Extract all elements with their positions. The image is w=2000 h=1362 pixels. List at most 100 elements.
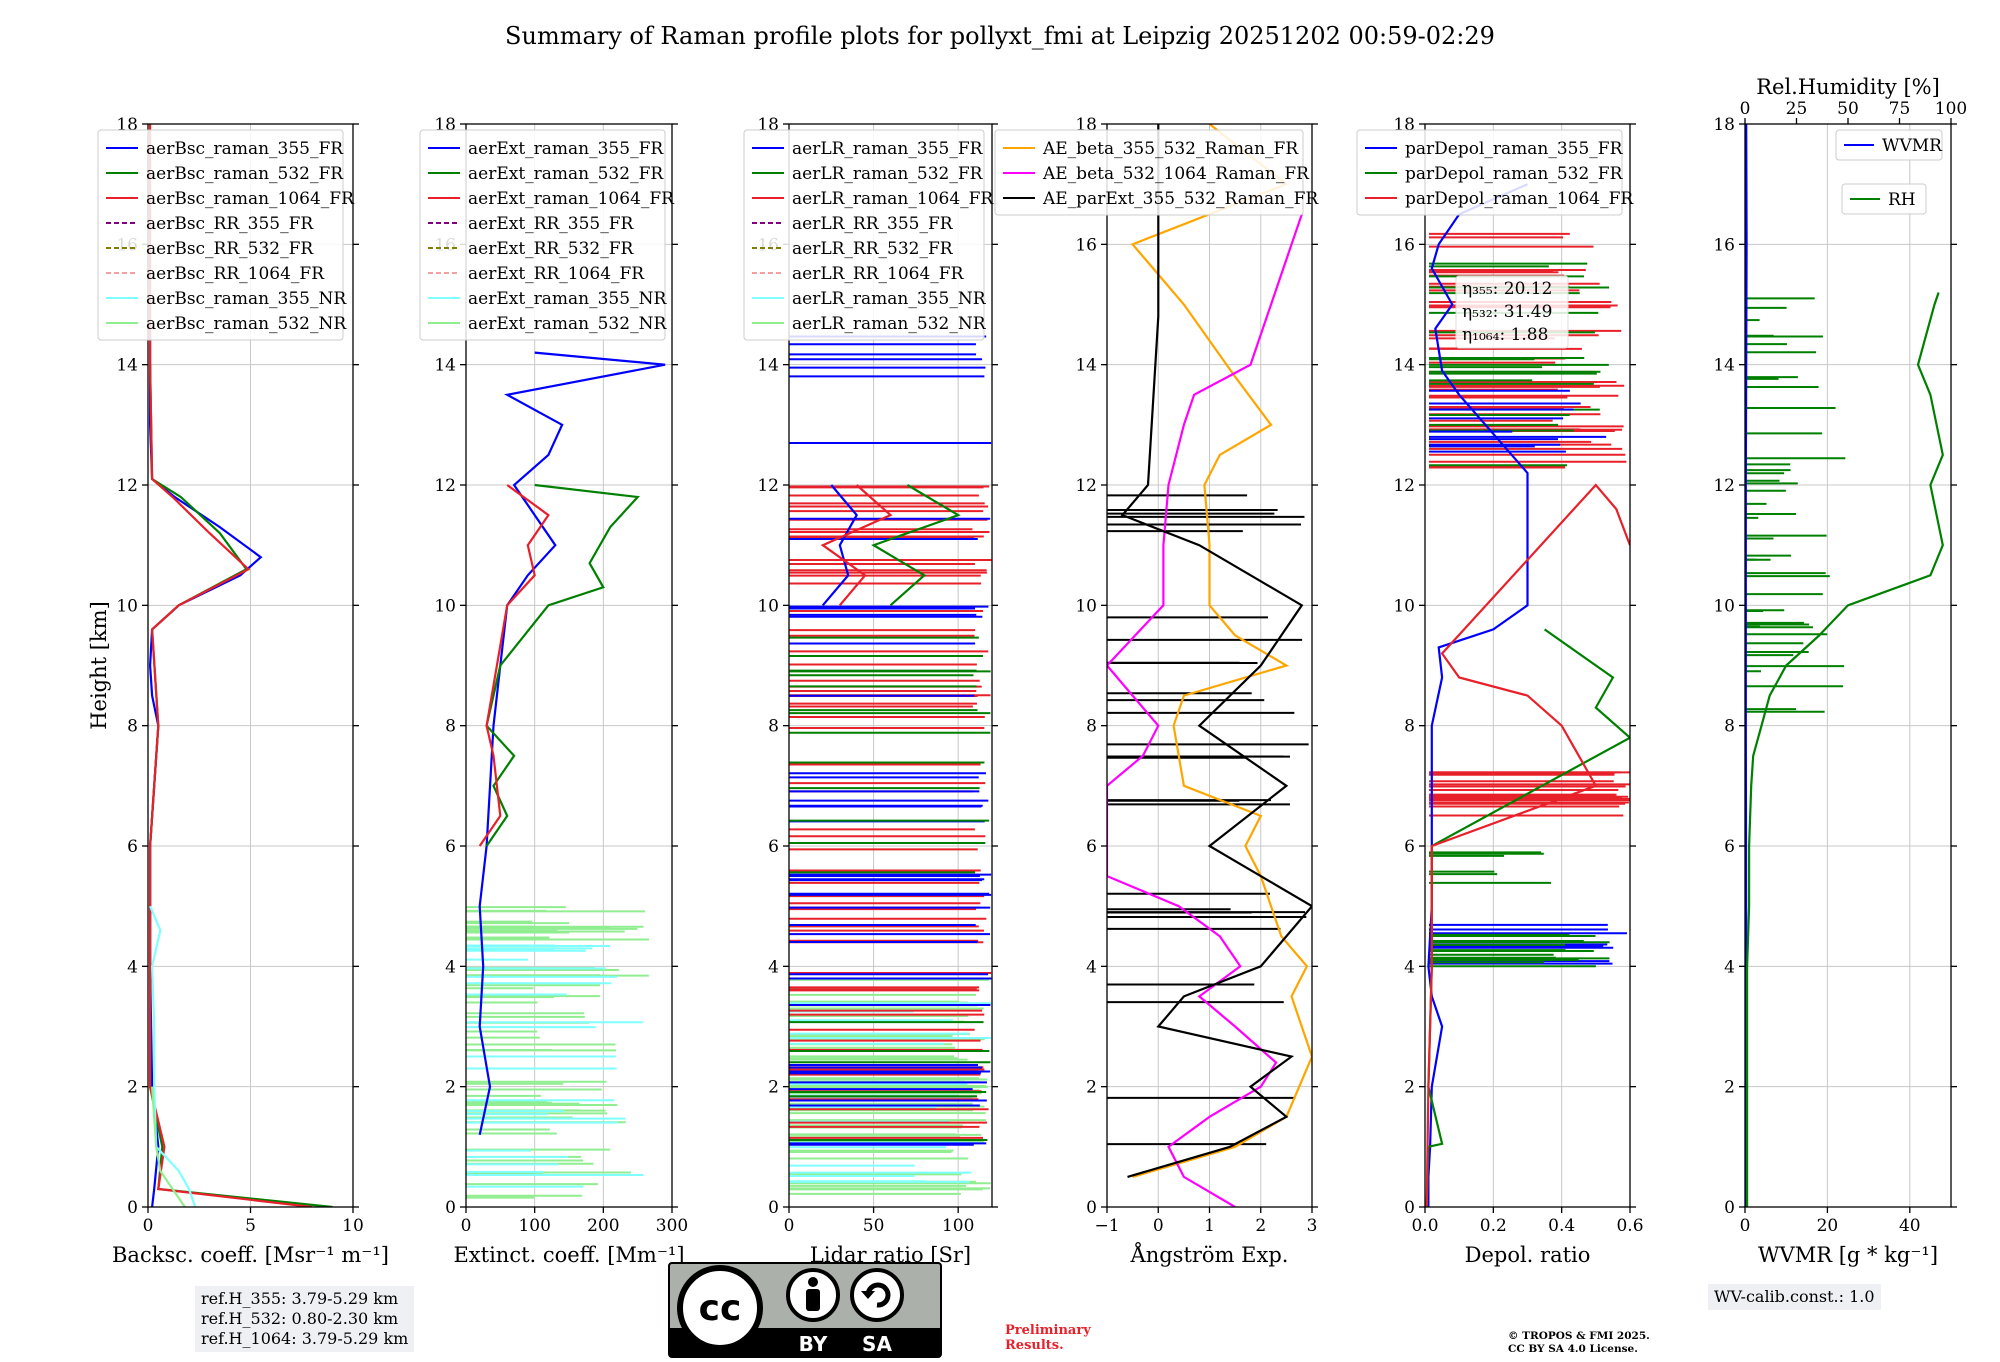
ytick-label: 2 [1724,1078,1735,1098]
series-parDepol_raman_1064_FR [1425,483,1630,1207]
xlabel-extinction: Extinct. coeff. [Mm⁻¹] [453,1243,684,1267]
ytick-label: 4 [768,957,779,977]
series-lidar_ratio [820,484,961,607]
ytick-label: 14 [434,356,456,376]
xtick-label: 3 [1307,1216,1318,1236]
by-label: BY [799,1332,828,1356]
legend-entry: aerExt_RR_355_FR [468,214,634,234]
ytick-label: 4 [127,957,138,977]
ytick-label: 2 [127,1078,138,1098]
legend-entry: WVMR [1882,136,1943,156]
legend-entry: aerBsc_raman_355_FR [146,139,344,159]
legend-entry: aerBsc_RR_1064_FR [146,264,325,284]
ref-h-532: ref.H_532: 0.80-2.30 km [201,1309,399,1328]
xtick-label: 0 [1153,1216,1164,1236]
series-aerBsc_raman_532_NR [151,1086,186,1207]
axes-frame-depol [1424,123,1631,1208]
legend-entry: aerBsc_raman_355_NR [146,289,347,309]
ytick-label: 2 [1404,1078,1415,1098]
series-aerBsc_raman_355_NR [149,905,197,1207]
legend-entry: aerBsc_raman_532_FR [146,164,344,184]
ref-h-355: ref.H_355: 3.79-5.29 km [201,1289,399,1308]
series-AE_beta_355_532_Raman_FR [1130,124,1312,1178]
xtick-label: 100 [518,1216,550,1236]
legend-entry: aerLR_raman_355_FR [792,139,984,159]
ytick-label: 10 [116,596,138,616]
xtick-label: 100 [942,1216,974,1236]
xtick-top-label: 25 [1786,99,1808,119]
figure-title: Summary of Raman profile plots for polly… [505,22,1495,50]
ref-h-1064: ref.H_1064: 3.79-5.29 km [201,1329,409,1348]
legend-entry: parDepol_raman_532_FR [1405,164,1624,184]
xtick-label: 0.6 [1616,1216,1643,1236]
legend-lidar_ratio: aerLR_raman_355_FR aerLR_raman_532_FR aerL… [743,129,994,341]
xtick-label: 40 [1899,1216,1921,1236]
ytick-label: 16 [1713,235,1735,255]
ytick-label: 8 [1086,717,1097,737]
legend-entry: aerLR_RR_532_FR [792,239,954,259]
preliminary-note: Preliminary Results. [1005,1323,1091,1353]
legend-entry: AE_parExt_355_532_Raman_FR [1042,189,1319,209]
legend-entry: aerBsc_RR_355_FR [146,214,314,234]
ytick-label: 18 [1713,115,1735,135]
series-AE_parExt_355_532_Raman_FR [1120,124,1312,1178]
ytick-label: 12 [1075,476,1097,496]
ytick-label: 4 [1086,957,1097,977]
noise-lidar_ratio [789,335,992,1195]
legend-extinction: aerExt_raman_355_FR aerExt_raman_532_FRae… [419,129,675,341]
ytick-label: 6 [1404,837,1415,857]
legend-depol: parDepol_raman_355_FR parDepol_raman_532_… [1356,129,1634,216]
series-aerLR_raman_355_FR [821,484,859,607]
ytick-label: 6 [1724,837,1735,857]
axes-frame-lidar_ratio [788,123,993,1208]
ytick-label: 14 [1713,356,1735,376]
xtick-label: 5 [245,1216,256,1236]
legend-backscatter: aerBsc_raman_355_FR aerBsc_raman_532_FRae… [97,129,355,341]
sa-icon [850,1268,904,1322]
series-backscatter [148,124,333,1207]
ytick-label: 8 [127,717,138,737]
cc-license-badge: cc BY SA [668,1262,942,1358]
ytick-label: 0 [1404,1198,1415,1218]
sa-label: SA [862,1332,892,1356]
legend-entry: aerLR_RR_355_FR [792,214,954,234]
ytick-label: 2 [768,1078,779,1098]
ytick-label: 12 [434,476,456,496]
ytick-label: 16 [1393,235,1415,255]
series-aerExt_raman_1064_FR [478,484,550,847]
series-aerBsc_raman_1064_FR [149,124,313,1207]
xlabel-backscatter: Backsc. coeff. [Msr⁻¹ m⁻¹] [112,1243,389,1267]
wv-calib-box: WV-calib.const.: 1.0 [1708,1284,1881,1310]
xlabel-wvmr: WVMR [g * kg⁻¹] [1758,1243,1938,1267]
ytick-label: 12 [116,476,138,496]
ytick-label: 10 [757,596,779,616]
xtick-top-label: 75 [1889,99,1911,119]
ytick-label: 14 [116,356,138,376]
xtick-label: 20 [1817,1216,1839,1236]
legend-entry: aerBsc_raman_1064_FR [146,189,355,209]
ytick-label: 6 [445,837,456,857]
xtick-label: 2 [1255,1216,1266,1236]
ytick-label: 8 [768,717,779,737]
panel-lidar_ratio: 024681012141618050100Lidar ratio [Sr]aer… [743,115,998,1267]
panel-backscatter: 0246810121416180510Backsc. coeff. [Msr⁻¹… [87,115,389,1267]
ref-height-box: ref.H_355: 3.79-5.29 km ref.H_532: 0.80-… [195,1286,415,1352]
legend-entry: AE_beta_532_1064_Raman_FR [1042,164,1310,184]
xtick-label: 200 [587,1216,619,1236]
eta-annotations: η₃₅₅: 20.12 η₅₃₂: 31.49 η₁₀₆₄: 1.88 [1455,275,1569,349]
ytick-label: 0 [445,1198,456,1218]
xlabel-angstrom: Ångström Exp. [1130,1242,1289,1267]
series-extinction [478,351,666,1136]
xtick-label: 0 [461,1216,472,1236]
series-aerLR_raman_1064_FR [820,484,893,607]
legend-entry: RH [1888,190,1916,210]
series-aerLR_raman_532_FR [871,484,961,607]
ytick-label: 10 [1075,596,1097,616]
series-RH [1745,292,1944,1207]
ytick-label: 0 [1086,1198,1097,1218]
series-aerBsc_raman_355_FR [148,328,263,1207]
legend-entry: aerLR_raman_355_NR [792,289,987,309]
legend-entry: parDepol_raman_1064_FR [1405,189,1634,209]
legend-entry: aerExt_RR_532_FR [468,239,634,259]
